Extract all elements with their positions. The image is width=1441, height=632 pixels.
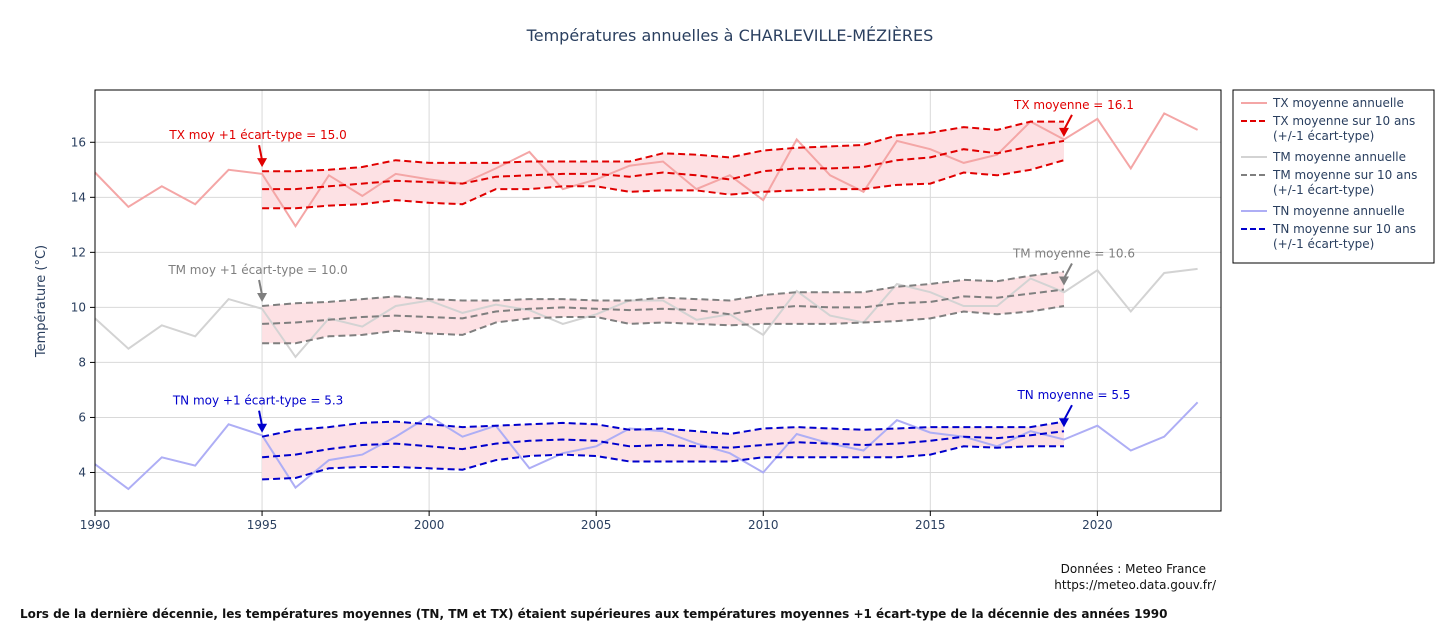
legend-label: (+/-1 écart-type) — [1273, 183, 1374, 197]
legend-label: TX moyenne annuelle — [1272, 96, 1404, 110]
x-tick-label: 2005 — [581, 518, 612, 532]
y-tick-label: 16 — [71, 135, 86, 149]
annotation-label: TN moyenne = 5.5 — [1016, 388, 1130, 402]
caption: Lors de la dernière décennie, les tempér… — [20, 607, 1168, 621]
annotation-arrowhead — [1058, 418, 1069, 428]
y-tick-label: 14 — [71, 190, 86, 204]
annotation-arrow-shaft — [258, 144, 264, 161]
annotation-arrow-shaft — [1063, 263, 1073, 279]
annotation-arrowhead — [257, 158, 268, 168]
legend-label: (+/-1 écart-type) — [1273, 237, 1374, 251]
annotation-label: TM moyenne = 10.6 — [1012, 246, 1135, 260]
legend-item[interactable]: TX moyenne sur 10 ans(+/-1 écart-type) — [1241, 114, 1415, 143]
legend-item[interactable]: TM moyenne annuelle — [1241, 150, 1406, 164]
x-tick-label: 1990 — [80, 518, 111, 532]
legend-item[interactable]: TM moyenne sur 10 ans(+/-1 écart-type) — [1241, 168, 1417, 197]
y-tick-label: 8 — [78, 355, 86, 369]
x-tick-label: 2020 — [1082, 518, 1113, 532]
annotation-label: TX moy +1 écart-type = 15.0 — [168, 128, 346, 142]
legend-label: (+/-1 écart-type) — [1273, 129, 1374, 143]
annotation-arrowhead — [1058, 127, 1069, 137]
annual-series-line — [94, 112, 1199, 229]
y-tick-label: 12 — [71, 245, 86, 259]
std-band — [262, 121, 1065, 209]
annotation-label: TM moy +1 écart-type = 10.0 — [167, 263, 347, 277]
x-tick-label: 1995 — [247, 518, 278, 532]
x-tick-label: 2000 — [414, 518, 445, 532]
std-band — [262, 271, 1065, 344]
annotation-arrowhead — [1058, 276, 1069, 286]
annotation-arrow-shaft — [1063, 404, 1073, 421]
annotation-label: TN moy +1 écart-type = 5.3 — [172, 394, 343, 408]
plot-area: 1990 1995 2000 2005 2010 2015 2020 4 6 8 10 12 14 16 T… — [71, 89, 1222, 532]
legend-label: TN moyenne sur 10 ans — [1272, 222, 1416, 236]
legend[interactable]: TX moyenne annuelle TX moyenne sur 10 ans… — [1232, 89, 1435, 264]
legend-item[interactable]: TX moyenne annuelle — [1241, 96, 1404, 110]
annual-series-line — [94, 267, 1198, 359]
source-line-1: Données : Meteo France — [1061, 562, 1206, 576]
x-tick-label: 2015 — [915, 518, 946, 532]
rolling-upper-line — [262, 270, 1065, 307]
rolling-mean-line — [262, 430, 1065, 459]
annotation-arrow-shaft — [258, 279, 264, 296]
x-tick-label: 2010 — [748, 518, 779, 532]
chart-title: Températures annuelles à CHARLEVILLE-MÉZ… — [526, 26, 934, 45]
annotation-arrow-shaft — [258, 410, 264, 426]
rolling-upper-line — [261, 420, 1065, 438]
rolling-lower-line — [262, 159, 1065, 210]
source-line-2[interactable]: https://meteo.data.gouv.fr/ — [1054, 578, 1217, 592]
legend-label: TN moyenne annuelle — [1272, 204, 1405, 218]
rolling-lower-line — [262, 305, 1065, 345]
rolling-mean-line — [262, 139, 1065, 191]
y-tick-label: 4 — [78, 465, 86, 479]
legend-label: TM moyenne annuelle — [1272, 150, 1406, 164]
y-axis-label: Température (°C) — [34, 245, 49, 358]
annotation-arrow-shaft — [1063, 114, 1073, 131]
legend-item[interactable]: TN moyenne sur 10 ans(+/-1 écart-type) — [1241, 222, 1416, 251]
plot-frame — [94, 89, 1222, 512]
annotation-arrowhead — [257, 423, 268, 433]
y-tick-label: 6 — [78, 410, 86, 424]
legend-box — [1232, 89, 1435, 264]
rolling-upper-line — [262, 120, 1064, 173]
rolling-lower-line — [262, 445, 1064, 481]
legend-label: TM moyenne sur 10 ans — [1272, 168, 1417, 182]
rolling-mean-line — [262, 288, 1065, 325]
legend-label: TX moyenne sur 10 ans — [1272, 114, 1415, 128]
legend-item[interactable]: TN moyenne annuelle — [1241, 204, 1405, 218]
annotation-label: TX moyenne = 16.1 — [1013, 98, 1134, 112]
y-tick-label: 10 — [71, 300, 86, 314]
annotation-arrowhead — [257, 293, 268, 303]
